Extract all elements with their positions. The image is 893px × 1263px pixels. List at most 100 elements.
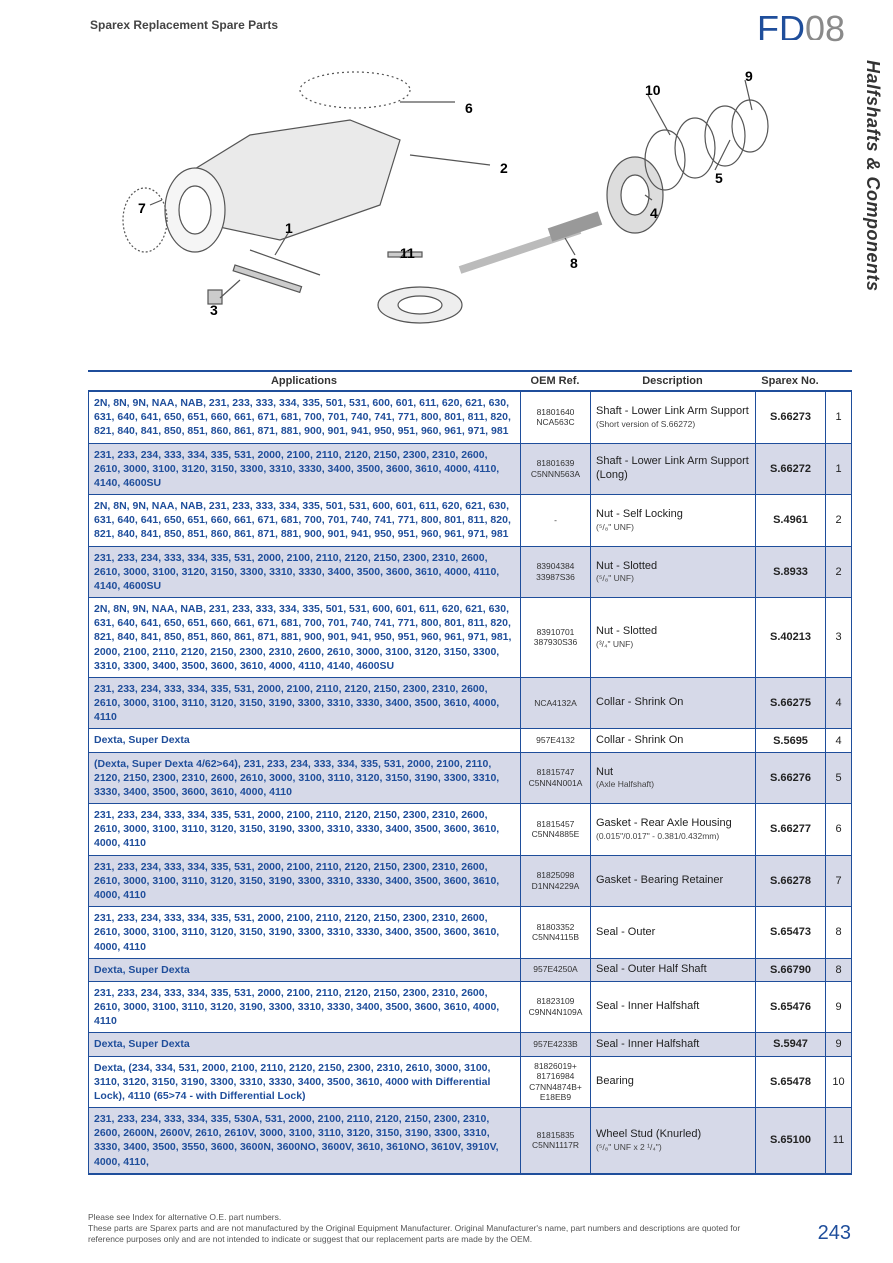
cell-sparex-no: S.66790 [755,959,825,981]
cell-index: 8 [825,907,852,958]
cell-sparex-no: S.66278 [755,856,825,907]
cell-sparex-no: S.66275 [755,678,825,729]
cell-index: 4 [825,678,852,729]
cell-oem: 81823109C9NN4N109A [520,982,590,1033]
cell-sparex-no: S.66277 [755,804,825,855]
table-row: 231, 233, 234, 333, 334, 335, 531, 2000,… [88,547,852,599]
cell-index: 1 [825,392,852,443]
table-row: 231, 233, 234, 333, 334, 335, 531, 2000,… [88,678,852,730]
cell-description: Gasket - Bearing Retainer [590,856,755,907]
diagram-callout-6: 6 [465,100,473,116]
cell-index: 9 [825,982,852,1033]
cell-index: 9 [825,1033,852,1055]
diagram-callout-3: 3 [210,302,218,318]
cell-index: 10 [825,1057,852,1108]
exploded-diagram: 1234567891011 [90,40,820,365]
cell-applications: 231, 233, 234, 333, 334, 335, 531, 2000,… [88,547,520,598]
cell-index: 1 [825,444,852,495]
cell-oem: 83910701387930S36 [520,598,590,677]
table-row: 231, 233, 234, 333, 334, 335, 531, 2000,… [88,856,852,908]
cell-sparex-no: S.8933 [755,547,825,598]
col-applications: Applications [88,372,520,390]
diagram-callout-11: 11 [400,245,415,261]
cell-index: 11 [825,1108,852,1173]
disclaimer-line-1: Please see Index for alternative O.E. pa… [88,1212,768,1223]
cell-description: Wheel Stud (Knurled)(⁵/₈" UNF x 2 ¹/₄") [590,1108,755,1173]
cell-sparex-no: S.5947 [755,1033,825,1055]
cell-description: Collar - Shrink On [590,729,755,751]
cell-description: Shaft - Lower Link Arm Support (Long) [590,444,755,495]
cell-applications: Dexta, (234, 334, 531, 2000, 2100, 2110,… [88,1057,520,1108]
cell-applications: 231, 233, 234, 333, 334, 335, 530A, 531,… [88,1108,520,1173]
diagram-callout-4: 4 [650,205,658,221]
diagram-callout-10: 10 [645,82,661,98]
cell-applications: 231, 233, 234, 333, 334, 335, 531, 2000,… [88,678,520,729]
cell-oem: 81803352C5NN4115B [520,907,590,958]
col-index [825,372,852,390]
cell-description: Nut(Axle Halfshaft) [590,753,755,804]
diagram-callout-9: 9 [745,68,753,84]
cell-oem: 81826019+81716984C7NN4874B+E18EB9 [520,1057,590,1108]
cell-sparex-no: S.4961 [755,495,825,546]
cell-oem: 81825098D1NN4229A [520,856,590,907]
cell-applications: 231, 233, 234, 333, 334, 335, 531, 2000,… [88,907,520,958]
cell-oem: 957E4132 [520,729,590,751]
table-row: Dexta, Super Dexta957E4233BSeal - Inner … [88,1033,852,1056]
cell-oem: 81815457C5NN4885E [520,804,590,855]
cell-oem: 8390438433987S36 [520,547,590,598]
table-row: 2N, 8N, 9N, NAA, NAB, 231, 233, 333, 334… [88,392,852,444]
cell-applications: 231, 233, 234, 333, 334, 335, 531, 2000,… [88,982,520,1033]
col-oem: OEM Ref. [520,372,590,390]
col-description: Description [590,372,755,390]
cell-index: 4 [825,729,852,751]
cell-description: Nut - Slotted(⁵/₈" UNF) [590,547,755,598]
diagram-callout-2: 2 [500,160,508,176]
table-row: Dexta, Super Dexta957E4250ASeal - Outer … [88,959,852,982]
diagram-callout-5: 5 [715,170,723,186]
cell-description: Nut - Self Locking(⁵/₈" UNF) [590,495,755,546]
cell-description: Collar - Shrink On [590,678,755,729]
cell-applications: Dexta, Super Dexta [88,959,520,981]
table-header: Applications OEM Ref. Description Sparex… [88,370,852,392]
cell-index: 8 [825,959,852,981]
cell-applications: Dexta, Super Dexta [88,1033,520,1055]
cell-index: 5 [825,753,852,804]
cell-oem: NCA4132A [520,678,590,729]
cell-sparex-no: S.66276 [755,753,825,804]
cell-index: 6 [825,804,852,855]
cell-sparex-no: S.40213 [755,598,825,677]
table-row: Dexta, Super Dexta957E4132Collar - Shrin… [88,729,852,752]
cell-sparex-no: S.66272 [755,444,825,495]
cell-applications: (Dexta, Super Dexta 4/62>64), 231, 233, … [88,753,520,804]
table-row: 2N, 8N, 9N, NAA, NAB, 231, 233, 333, 334… [88,598,852,678]
diagram-callout-8: 8 [570,255,578,271]
table-row: Dexta, (234, 334, 531, 2000, 2100, 2110,… [88,1057,852,1109]
cell-applications: 2N, 8N, 9N, NAA, NAB, 231, 233, 333, 334… [88,392,520,443]
parts-table: Applications OEM Ref. Description Sparex… [88,370,852,1175]
cell-description: Gasket - Rear Axle Housing(0.015"/0.017"… [590,804,755,855]
table-row: 231, 233, 234, 333, 334, 335, 531, 2000,… [88,982,852,1034]
table-row: 231, 233, 234, 333, 334, 335, 531, 2000,… [88,907,852,959]
cell-oem: 957E4233B [520,1033,590,1055]
cell-applications: Dexta, Super Dexta [88,729,520,751]
cell-applications: 231, 233, 234, 333, 334, 335, 531, 2000,… [88,856,520,907]
cell-index: 7 [825,856,852,907]
cell-sparex-no: S.65473 [755,907,825,958]
disclaimer-line-2: These parts are Sparex parts and are not… [88,1223,768,1245]
cell-index: 2 [825,547,852,598]
cell-oem: 81801639C5NNN563A [520,444,590,495]
col-sparex: Sparex No. [755,372,825,390]
cell-applications: 231, 233, 234, 333, 334, 335, 531, 2000,… [88,804,520,855]
section-title: Halfshafts & Components [862,60,883,292]
diagram-callout-7: 7 [138,200,146,216]
cell-applications: 2N, 8N, 9N, NAA, NAB, 231, 233, 333, 334… [88,598,520,677]
cell-applications: 2N, 8N, 9N, NAA, NAB, 231, 233, 333, 334… [88,495,520,546]
cell-description: Bearing [590,1057,755,1108]
cell-description: Seal - Outer [590,907,755,958]
brand-line: Sparex Replacement Spare Parts [90,18,278,32]
table-row: 231, 233, 234, 333, 334, 335, 531, 2000,… [88,444,852,496]
cell-oem: 81815835C5NN1117R [520,1108,590,1173]
table-row: 231, 233, 234, 333, 334, 335, 531, 2000,… [88,804,852,856]
cell-sparex-no: S.65100 [755,1108,825,1173]
table-row: 231, 233, 234, 333, 334, 335, 530A, 531,… [88,1108,852,1175]
